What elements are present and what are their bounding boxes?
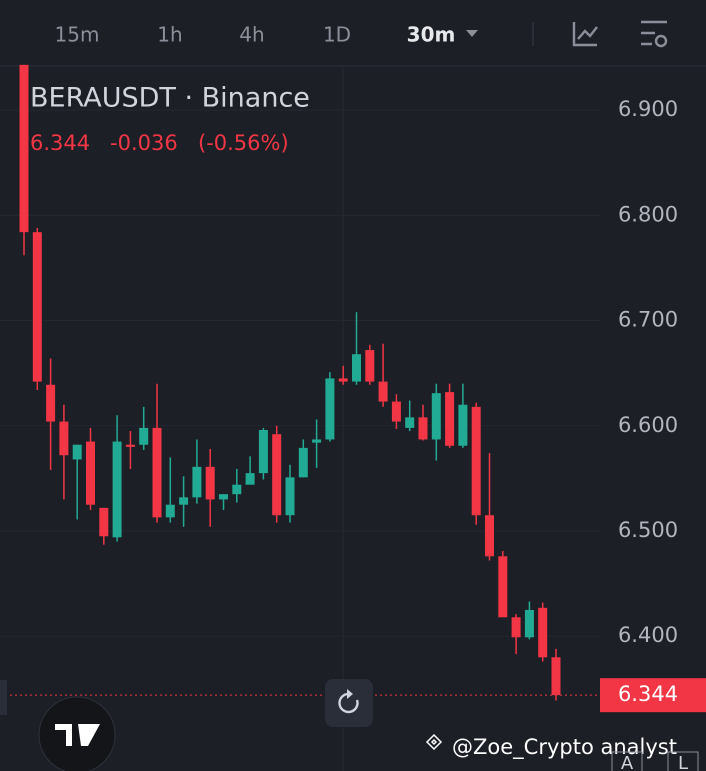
candle-body — [458, 404, 468, 446]
last-price-box — [600, 678, 706, 713]
candle-body — [232, 484, 242, 495]
candle-body — [485, 515, 494, 557]
indicator-icon[interactable] — [572, 22, 598, 47]
candle-body — [245, 473, 255, 485]
candle-body — [418, 417, 428, 440]
candle-body — [219, 494, 228, 500]
watermark: @Zoe_Crypto analyst — [452, 735, 677, 760]
candle-body — [431, 393, 441, 440]
timeframe[interactable]: 15m — [55, 23, 100, 47]
candle-body — [32, 232, 42, 382]
candle-body — [405, 417, 415, 428]
candle-body — [112, 441, 122, 538]
candle-body — [192, 466, 202, 498]
candle-body — [471, 406, 481, 516]
candle-body — [46, 384, 56, 422]
reset-arrow — [347, 689, 353, 699]
y-tick-label: 6.800 — [618, 202, 678, 226]
candle-body — [165, 504, 175, 518]
candle-body — [258, 429, 268, 474]
dropdown-icon[interactable] — [466, 30, 478, 37]
candle-body — [338, 378, 348, 382]
candle-body — [511, 617, 521, 638]
candle-body — [325, 378, 335, 440]
side-handle[interactable] — [0, 680, 7, 715]
candle-body — [179, 497, 189, 505]
candle-body — [298, 447, 308, 478]
button-label[interactable]: L — [678, 753, 688, 771]
reset-button[interactable] — [325, 679, 373, 727]
timeframe[interactable]: 1D — [323, 23, 351, 47]
candle-body — [391, 401, 401, 422]
symbol-title: BERAUSDT · Binance — [30, 83, 310, 114]
candle-body — [86, 441, 95, 505]
candle-body — [365, 350, 375, 382]
tv-logo-mark — [55, 724, 100, 746]
candle-body — [139, 427, 149, 445]
y-tick-label: 6.600 — [618, 413, 678, 437]
candle-body — [125, 444, 135, 447]
last-price-label: 6.344 — [618, 682, 678, 706]
candle-body — [152, 427, 162, 518]
candle-body — [285, 477, 295, 516]
header-change-pct: (-0.56%) — [198, 131, 289, 155]
timeframe-active[interactable]: 30m — [407, 23, 456, 47]
candle-body — [272, 434, 282, 516]
candle-body — [378, 381, 388, 402]
candle-body — [205, 466, 215, 500]
candle-body — [72, 444, 82, 460]
button-box[interactable] — [611, 751, 643, 771]
timeframe[interactable]: 4h — [239, 23, 264, 47]
button-box[interactable] — [667, 751, 699, 771]
button-label[interactable]: A — [621, 753, 634, 771]
candle-body — [352, 354, 361, 382]
y-tick-label: 6.500 — [618, 518, 678, 542]
candle-body — [551, 657, 561, 696]
settings-icon[interactable] — [641, 20, 668, 48]
watermark-icon — [425, 733, 443, 751]
header-change: -0.036 — [110, 131, 178, 155]
timeframe[interactable]: 1h — [157, 23, 182, 47]
reset-icon — [338, 692, 359, 714]
candle-body — [99, 507, 109, 537]
plot: 6.400 6.500 6.600 6.700 6.800 6.900 6.344 — [0, 64, 706, 771]
candle-body — [59, 421, 69, 456]
candle-body — [538, 607, 548, 658]
candle-body — [524, 609, 534, 638]
header-price: 6.344 — [30, 131, 90, 155]
y-tick-label: 6.700 — [618, 308, 678, 332]
y-tick-label: 6.900 — [618, 97, 678, 121]
candle-body — [19, 64, 29, 233]
tv-logo[interactable] — [38, 696, 116, 771]
candle-body — [498, 556, 508, 618]
y-tick-label: 6.400 — [618, 623, 678, 647]
candle-body — [445, 392, 455, 446]
candle-body — [312, 439, 322, 443]
